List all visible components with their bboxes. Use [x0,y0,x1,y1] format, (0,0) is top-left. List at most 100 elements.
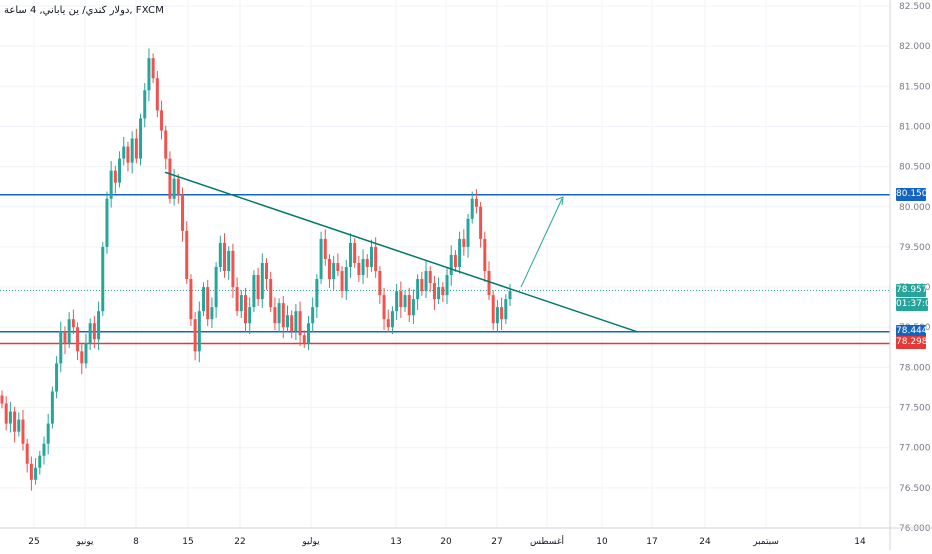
candle-body [420,279,424,292]
candle-body [479,206,483,239]
candle-body [353,242,357,263]
x-tick-label: سبتمبر [752,537,779,547]
countdown-tag: 01:37:00 [896,297,932,311]
candle-body [302,335,306,344]
candle-body [139,118,143,159]
x-tick-label: يونيو [75,537,94,547]
x-tick-label: 27 [491,537,502,547]
y-tick-label: 76.500 [899,484,931,494]
candle-body [55,363,59,392]
x-tick-label: 20 [440,537,452,547]
y-tick-label: 80.000 [899,203,931,213]
candle-body [424,271,428,292]
candle-body [147,58,151,91]
candle-body [264,262,268,280]
candle-body [403,295,407,308]
candle-body [369,246,373,267]
candle-body [458,238,462,267]
candle-body [8,411,12,424]
candle-body [390,311,394,328]
candle-body [483,238,487,272]
candle-body [80,351,84,364]
y-tick-label: 80.500 [899,163,931,173]
candle-body [441,287,445,296]
x-tick-label: أغسطس [530,535,564,547]
candle-body [155,78,159,111]
candle-body [344,267,348,292]
candle-body [500,307,504,320]
candle-body [97,311,101,340]
candle-body [462,238,466,247]
x-tick-label: 10 [596,537,608,547]
candle-body [449,254,453,276]
candle-body [491,295,495,324]
candles [0,48,512,491]
candle-body [357,262,361,276]
y-tick-label: 82.000 [899,42,931,52]
candle-body [466,218,470,247]
y-tick-label: 81.500 [899,82,931,92]
price-tag: 78.444 [896,324,928,338]
candle-body [63,331,67,344]
candle-body [227,250,231,272]
candle-body [277,303,281,324]
candle-body [29,463,33,480]
candle-body [311,307,315,324]
candle-body [214,267,218,308]
candle-body [340,271,344,292]
candle-body [336,262,340,272]
candle-body [101,246,105,312]
candle-body [130,138,134,163]
horizontal-lines [0,193,890,345]
candle-body [248,307,252,324]
candle-body [67,319,71,344]
projection-arrow [520,198,563,288]
candle-body [445,275,449,296]
candle-body [34,467,38,480]
candle-body [332,262,336,280]
candle-body [416,279,420,300]
candle-body [13,411,17,432]
candle-body [239,295,243,312]
candle-body [38,455,42,468]
candle-body [105,198,109,247]
candle-body [437,287,441,300]
price-tag: 78.957 [896,283,928,297]
trendline [164,171,639,333]
candle-body [407,295,411,316]
candle-body [428,271,432,284]
candle-body [327,258,331,280]
candle-body [134,138,138,159]
candle-body [122,146,126,159]
candle-body [269,279,273,308]
candle-body [374,246,378,272]
candle-body [323,238,327,259]
candle-body [126,146,130,163]
candle-body [210,307,214,320]
candle-body [42,443,46,456]
candle-body [315,279,319,308]
candle-body [294,311,298,332]
candle-body [298,311,302,336]
candle-body [21,419,25,444]
candle-body [76,327,80,352]
x-tick-label: 14 [854,537,866,547]
candle-body [474,198,478,207]
candle-body [281,303,285,328]
candle-body [235,287,239,312]
x-tick-label: 17 [646,537,657,547]
y-tick-label: 76.000 [899,524,931,534]
candle-body [151,58,155,79]
candle-body [218,242,222,267]
price-tag: 80.150 [896,187,928,201]
candle-body [185,230,189,280]
x-tick-label: 22 [234,537,245,547]
candle-body [88,323,92,344]
candle-body [432,283,436,300]
y-tick-label: 77.000 [899,444,931,454]
candle-body [361,258,365,276]
x-tick-label: 24 [699,537,711,547]
y-tick-label: 79.500 [899,243,931,253]
